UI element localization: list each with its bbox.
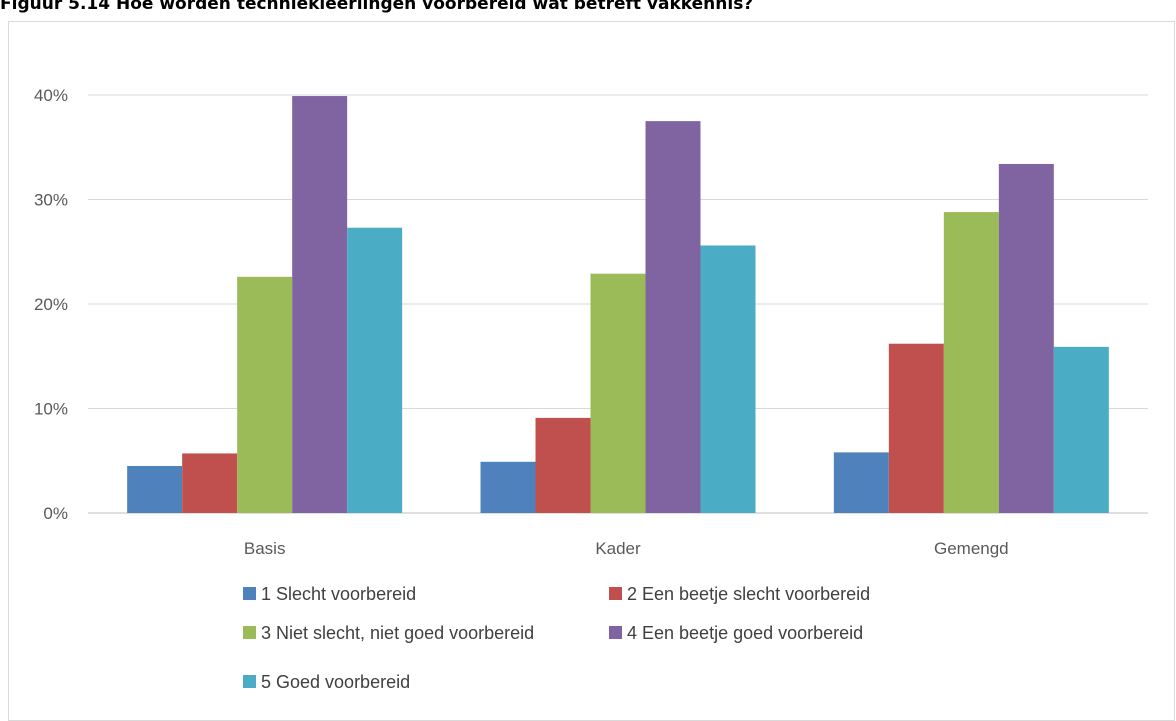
bar-basis-series-3 bbox=[237, 276, 293, 513]
legend-label: 5 Goed voorbereid bbox=[261, 672, 410, 692]
legend-swatch bbox=[243, 587, 256, 600]
legend-label: 1 Slecht voorbereid bbox=[261, 584, 416, 604]
bar-gemengd-series-1 bbox=[833, 452, 889, 513]
chart-title: Figuur 5.14 Hoe worden techniekleerlinge… bbox=[0, 0, 754, 14]
bar-basis-series-1 bbox=[127, 465, 183, 513]
x-tick-label: Kader bbox=[595, 539, 641, 558]
y-tick-label: 40% bbox=[34, 86, 68, 105]
bar-kader-series-3 bbox=[590, 273, 646, 513]
legend: 1 Slecht voorbereid 2 Een beetje slecht v… bbox=[243, 584, 870, 692]
bar-kader-series-4 bbox=[645, 121, 701, 513]
legend-swatch bbox=[609, 626, 622, 639]
legend-swatch bbox=[243, 675, 256, 688]
bar-basis-series-2 bbox=[182, 453, 238, 513]
bar-basis-series-5 bbox=[347, 227, 403, 513]
legend-swatch bbox=[609, 587, 622, 600]
y-tick-label: 10% bbox=[34, 400, 68, 419]
bar-gemengd-series-2 bbox=[888, 343, 944, 513]
bar-gemengd-series-4 bbox=[998, 163, 1054, 513]
legend-label: 4 Een beetje goed voorbereid bbox=[627, 623, 863, 643]
bar-gemengd-series-3 bbox=[943, 212, 999, 514]
bar-gemengd-series-5 bbox=[1053, 346, 1109, 513]
y-tick-label: 0% bbox=[43, 504, 68, 523]
bar-basis-series-4 bbox=[292, 96, 348, 514]
x-tick-label: Gemengd bbox=[934, 539, 1009, 558]
bar-kader-series-5 bbox=[700, 245, 756, 514]
y-tick-label: 30% bbox=[34, 191, 68, 210]
x-axis-ticks: Basis Kader Gemengd bbox=[244, 539, 1009, 558]
y-axis-ticks: 0% 10% 20% 30% 40% bbox=[34, 86, 68, 523]
legend-label: 3 Niet slecht, niet goed voorbereid bbox=[261, 623, 534, 643]
bar-kader-series-2 bbox=[535, 417, 591, 513]
bar-kader-series-1 bbox=[480, 461, 536, 513]
x-tick-label: Basis bbox=[244, 539, 286, 558]
legend-label: 2 Een beetje slecht voorbereid bbox=[627, 584, 870, 604]
bars bbox=[127, 96, 1109, 514]
legend-swatch bbox=[243, 626, 256, 639]
y-tick-label: 20% bbox=[34, 295, 68, 314]
